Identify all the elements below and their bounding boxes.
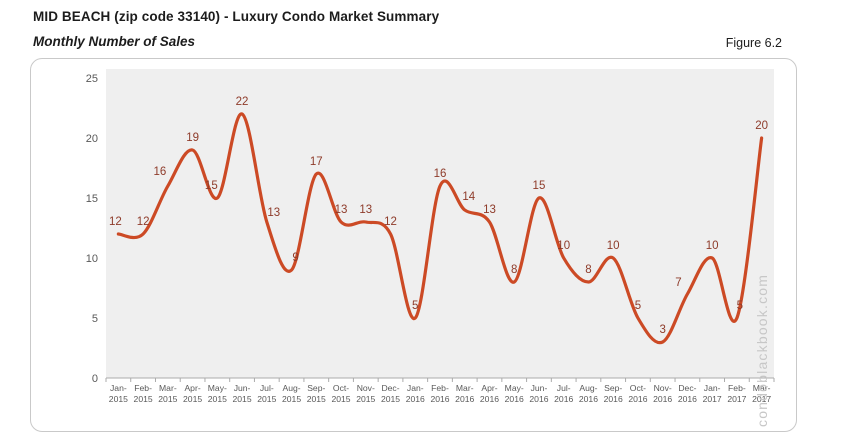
x-axis-category-label: Jun-2016 xyxy=(529,383,548,404)
data-point-label: 8 xyxy=(585,264,591,276)
x-axis-category-label: Mar-2017 xyxy=(752,383,771,404)
x-axis-category-label: Jul-2015 xyxy=(257,383,276,404)
data-point-label: 15 xyxy=(205,180,218,192)
data-point-label: 13 xyxy=(483,204,496,216)
chart-card: 0 5 10 15 20 25 Jan-2015 Feb-2015 Mar-2015 Apr-20… xyxy=(30,58,797,432)
data-point-label: 10 xyxy=(607,240,620,252)
y-axis-tick-label: 5 xyxy=(92,313,98,325)
data-point-label: 16 xyxy=(434,168,447,180)
y-axis-tick-label: 15 xyxy=(86,193,98,205)
x-axis-category-label: Aug-2015 xyxy=(282,383,301,404)
y-axis-tick-label: 10 xyxy=(86,253,98,265)
x-axis-category-label: Mar-2015 xyxy=(158,383,177,404)
data-point-label: 5 xyxy=(635,300,641,312)
y-axis-tick-label: 25 xyxy=(86,73,98,85)
data-point-label: 7 xyxy=(675,277,681,289)
data-point-label: 13 xyxy=(359,204,372,216)
x-axis-category-label: Jul-2016 xyxy=(554,383,573,404)
x-axis-category-label: Dec-2016 xyxy=(678,383,697,404)
y-axis-tick-label: 20 xyxy=(86,133,98,145)
data-point-label: 12 xyxy=(384,216,397,228)
data-point-label: 5 xyxy=(412,300,418,312)
x-axis-category-label: Dec-2015 xyxy=(381,383,400,404)
sales-line-chart: 0 5 10 15 20 25 Jan-2015 Feb-2015 Mar-2015 Apr-20… xyxy=(86,69,775,427)
sales-line-series xyxy=(116,112,764,345)
data-point-label: 9 xyxy=(292,252,298,264)
x-axis-category-label: Sep-2016 xyxy=(604,383,623,404)
watermark-text: condoblackbook.com xyxy=(754,274,770,427)
x-axis-category-label: Oct-2016 xyxy=(628,383,647,404)
x-axis-category-label: Jun-2015 xyxy=(233,383,252,404)
data-point-label: 13 xyxy=(335,204,348,216)
data-point-label: 12 xyxy=(137,216,150,228)
figure-number-label: Figure 6.2 xyxy=(725,36,782,50)
data-point-label: 13 xyxy=(267,207,280,219)
data-point-label: 17 xyxy=(310,156,323,168)
data-point-label: 5 xyxy=(737,300,743,312)
x-axis-category-label: May-2015 xyxy=(208,383,227,404)
x-axis-category-label: Sep-2015 xyxy=(307,383,326,404)
x-axis-category-label: Feb-2015 xyxy=(134,383,153,404)
x-axis-category-label: Apr-2016 xyxy=(480,383,499,404)
x-axis-category-label: Apr-2015 xyxy=(183,383,202,404)
data-point-label: 22 xyxy=(236,96,249,108)
data-point-label: 20 xyxy=(755,120,768,132)
x-axis-category-label: Jan-2017 xyxy=(703,383,722,404)
x-axis-category-label: Feb-2017 xyxy=(727,383,746,404)
x-axis-category-label: Aug-2016 xyxy=(579,383,598,404)
data-point-label: 15 xyxy=(533,180,546,192)
x-axis-category-label: Jan-2015 xyxy=(109,383,128,404)
data-point-label: 12 xyxy=(109,216,122,228)
x-axis-category-label: Nov-2016 xyxy=(653,383,672,404)
x-axis-category-label: Jan-2016 xyxy=(406,383,425,404)
x-axis-category-label: Nov-2015 xyxy=(356,383,375,404)
chart-subtitle: Monthly Number of Sales xyxy=(33,34,196,49)
plot-area xyxy=(106,69,774,378)
report-title: MID BEACH (zip code 33140) - Luxury Cond… xyxy=(33,9,440,24)
x-axis-category-label: Feb-2016 xyxy=(430,383,449,404)
data-point-label: 10 xyxy=(706,240,719,252)
y-axis-tick-label: 0 xyxy=(92,373,98,385)
data-point-label: 19 xyxy=(186,132,199,144)
data-point-label: 8 xyxy=(511,264,517,276)
data-point-label: 16 xyxy=(153,166,166,178)
data-point-label: 14 xyxy=(462,191,475,203)
x-axis-category-label: Oct-2015 xyxy=(331,383,350,404)
data-point-label: 10 xyxy=(557,240,570,252)
data-point-label: 3 xyxy=(659,324,665,336)
x-axis-category-label: May-2016 xyxy=(505,383,524,404)
x-axis-category-label: Mar-2016 xyxy=(455,383,474,404)
